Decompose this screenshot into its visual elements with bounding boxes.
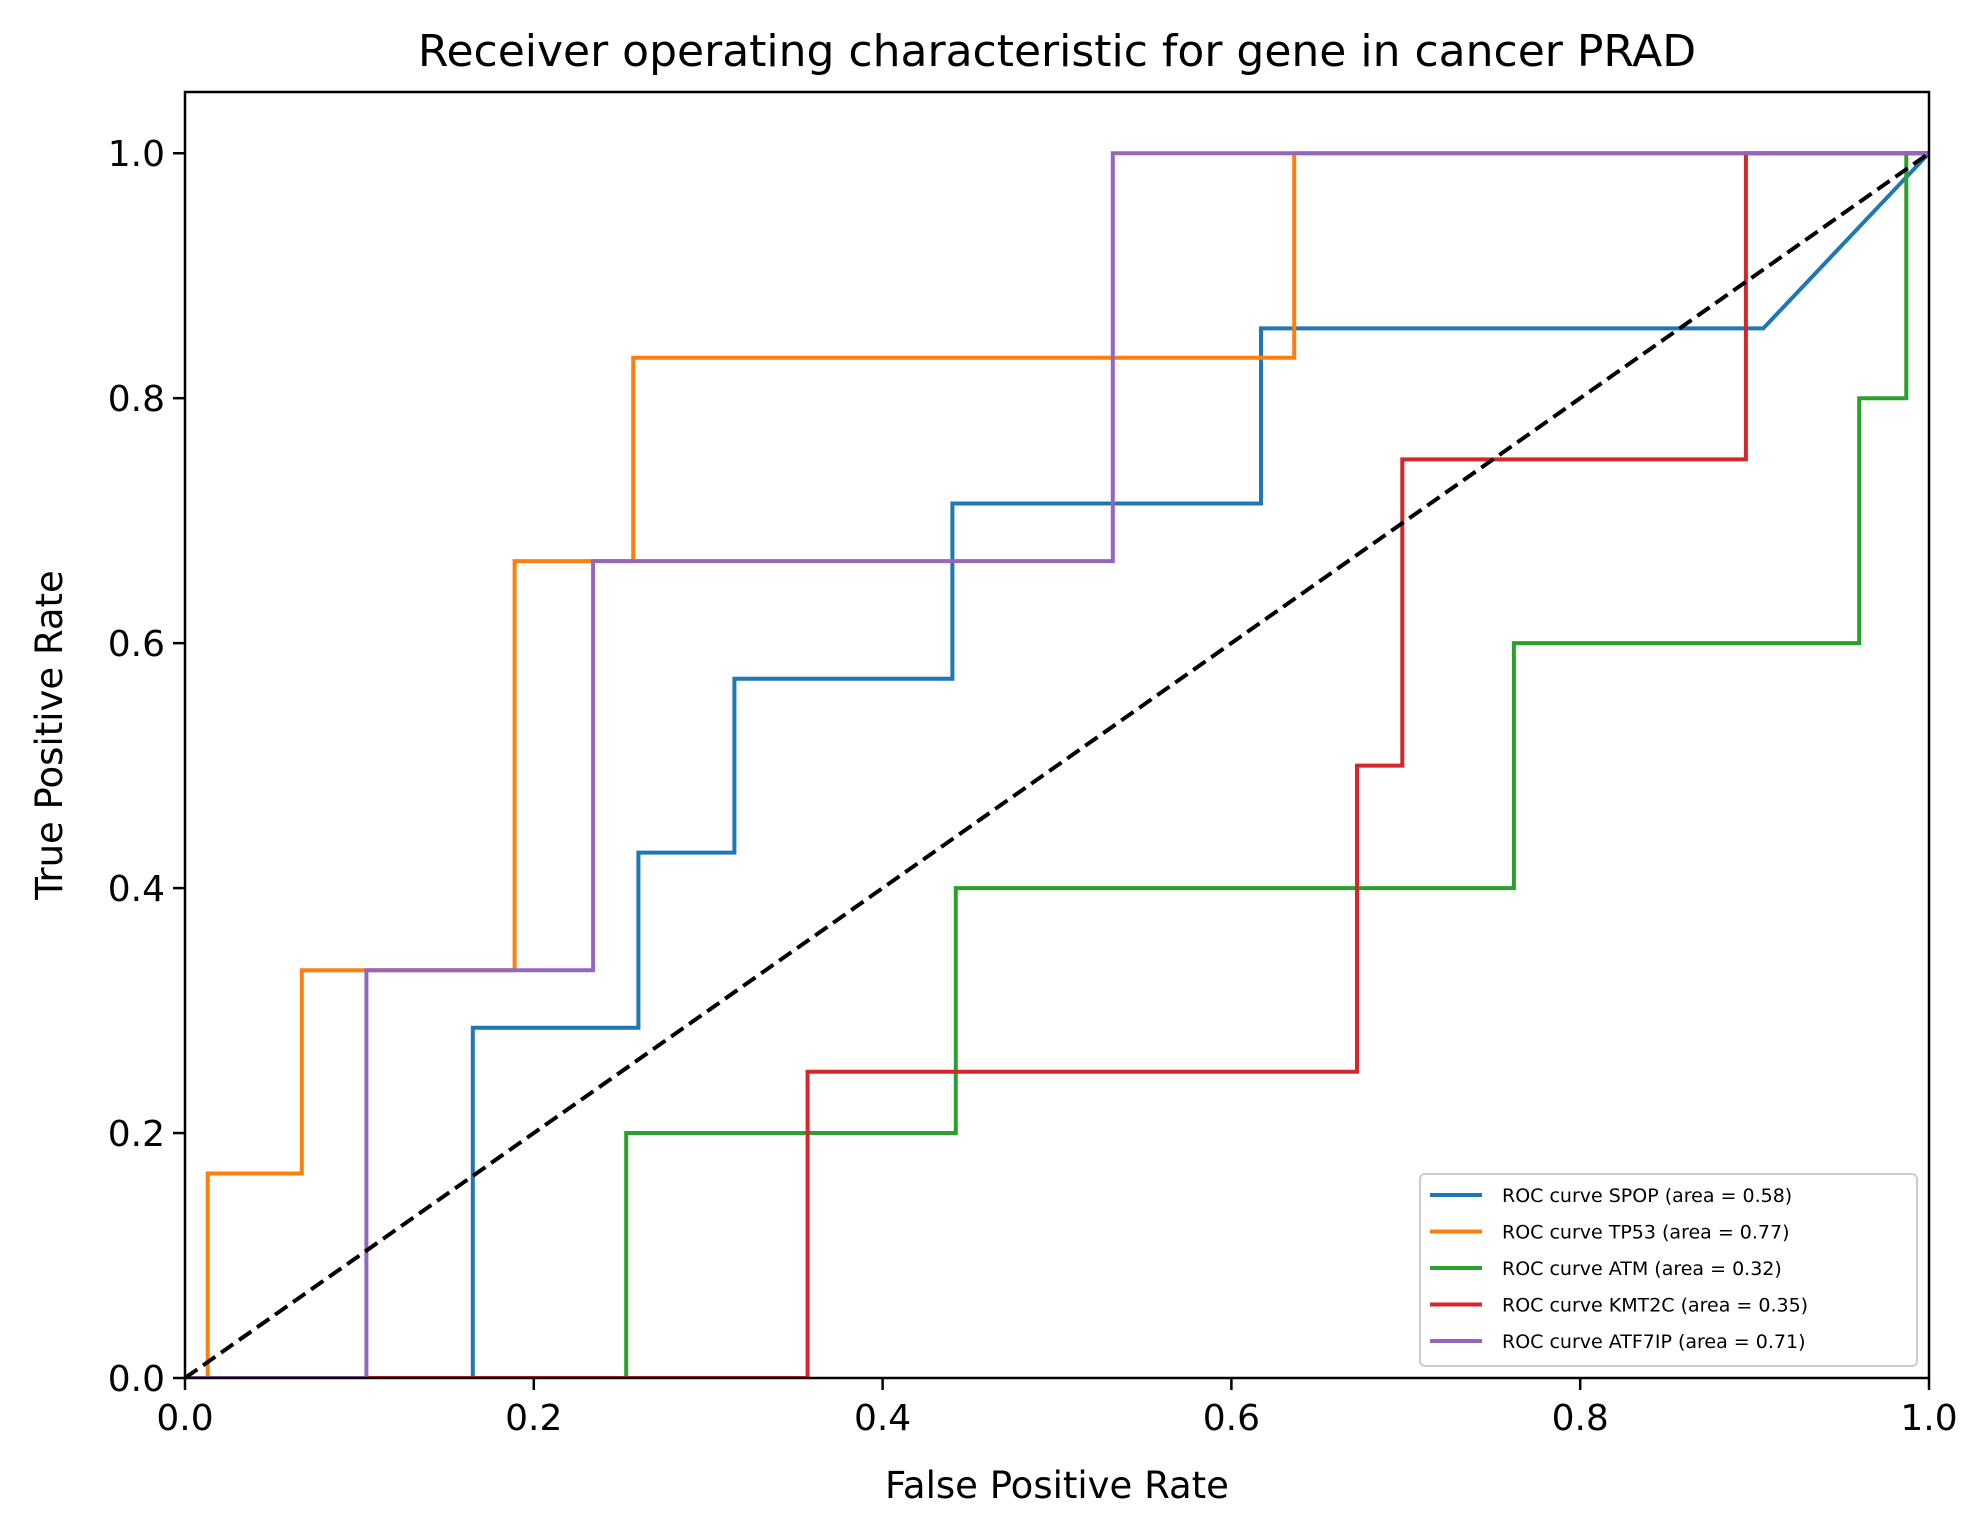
legend-item-label: ROC curve ATM (area = 0.32) — [1502, 1258, 1782, 1280]
roc-series-1 — [185, 151, 1929, 1378]
x-tick-label: 0.4 — [854, 1398, 911, 1439]
x-tick-label: 1.0 — [1900, 1398, 1957, 1439]
x-axis-label: False Positive Rate — [885, 1464, 1229, 1507]
legend-item-label: ROC curve KMT2C (area = 0.35) — [1502, 1295, 1808, 1317]
axes-frame — [183, 90, 1931, 1380]
x-tick-label: 0.2 — [505, 1398, 562, 1439]
chart-title: Receiver operating characteristic for ge… — [418, 26, 1696, 77]
x-tick-label: 0.0 — [156, 1398, 213, 1439]
y-tick-label: 0.6 — [108, 624, 165, 665]
x-tick-label: 0.8 — [1552, 1398, 1609, 1439]
roc-series-4 — [185, 151, 1929, 1378]
x-tick-label: 0.6 — [1203, 1398, 1260, 1439]
y-tick-label: 1.0 — [108, 134, 165, 175]
legend-item-label: ROC curve SPOP (area = 0.58) — [1502, 1185, 1792, 1207]
y-tick-label: 0.4 — [108, 869, 165, 910]
legend-item-label: ROC curve ATF7IP (area = 0.71) — [1502, 1331, 1805, 1353]
legend: ROC curve SPOP (area = 0.58) ROC curve TP… — [1419, 1173, 1918, 1367]
y-axis-label: True Positive Rate — [28, 570, 71, 901]
axis-ticks: 0.0 0.2 0.4 0.6 0.8 1.0 0.0 0.2 0.4 0.6 0.8 1.0 — [108, 134, 1958, 1439]
roc-series-0 — [185, 151, 1929, 1378]
y-tick-label: 0.2 — [108, 1114, 165, 1155]
roc-series-2 — [185, 151, 1929, 1378]
roc-series-3 — [185, 151, 1929, 1378]
chance-diagonal-line — [185, 151, 1929, 1378]
y-tick-label: 0.8 — [108, 379, 165, 420]
y-tick-label: 0.0 — [108, 1359, 165, 1400]
plot-area — [185, 151, 1929, 1378]
legend-box — [1419, 1173, 1918, 1367]
legend-item-label: ROC curve TP53 (area = 0.77) — [1502, 1222, 1790, 1244]
